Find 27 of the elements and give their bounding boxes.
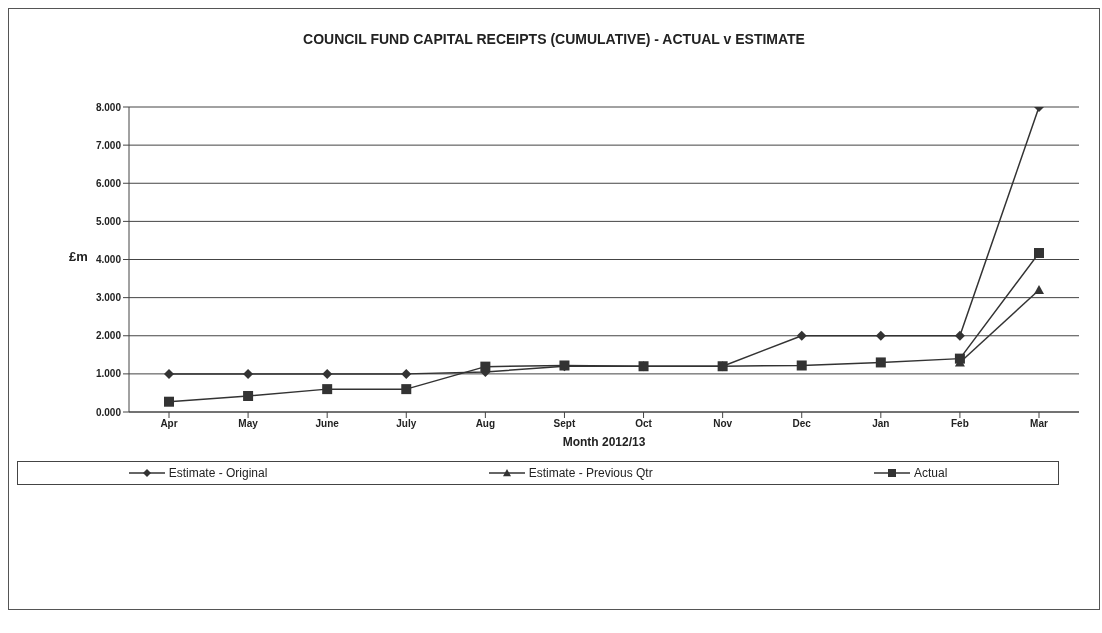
x-tick-label: Nov [713, 418, 733, 430]
y-tick-label: 7.000 [95, 139, 122, 151]
y-tick-label: 3.000 [95, 292, 122, 304]
x-tick-label: Dec [792, 418, 812, 430]
y-axis-title: £m [69, 249, 88, 264]
y-tick-label: 0.000 [95, 406, 122, 418]
y-tick-label: 1.000 [95, 368, 122, 380]
x-tick-label: July [396, 418, 417, 430]
x-tick-label: Feb [951, 418, 969, 430]
legend-label: Actual [912, 466, 948, 480]
y-tick-label: 2.000 [95, 330, 122, 342]
x-tick-label: May [238, 418, 259, 430]
x-tick-label: Sept [553, 418, 576, 430]
y-tick-label: 4.000 [95, 254, 122, 266]
x-tick-label: June [315, 418, 340, 430]
y-tick-label: 6.000 [95, 177, 122, 189]
x-tick-label: Mar [1030, 418, 1048, 430]
x-tick-label: Oct [635, 418, 653, 430]
x-axis-title: Month 2012/13 [562, 435, 646, 449]
x-tick-label: Aug [475, 418, 496, 430]
legend-label: Estimate - Previous Qtr [527, 466, 653, 480]
x-tick-label: Apr [160, 418, 178, 430]
x-tick-label: Jan [872, 418, 890, 430]
y-tick-label: 5.000 [95, 215, 122, 227]
legend-label: Estimate - Original [167, 466, 268, 480]
y-tick-label: 8.000 [95, 101, 122, 113]
chart-title: COUNCIL FUND CAPITAL RECEIPTS (CUMULATIVE) - ACTUAL v ESTIMATE [302, 31, 806, 47]
